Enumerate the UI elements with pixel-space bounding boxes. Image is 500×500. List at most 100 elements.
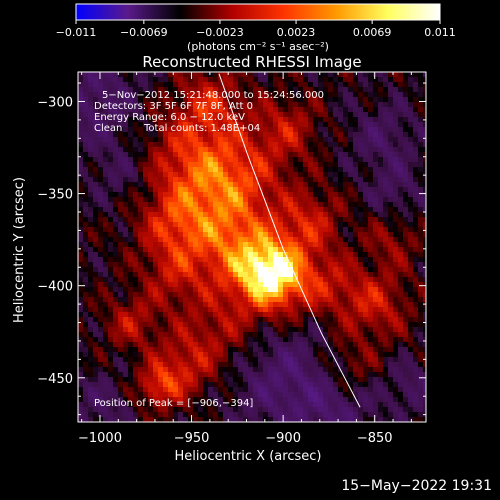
heatmap-cell [168,97,173,102]
heatmap-cell [353,307,358,312]
heatmap-cell [323,237,328,242]
heatmap-cell [143,272,148,277]
heatmap-cell [253,312,258,317]
heatmap-cell [378,237,383,242]
heatmap-cell [218,227,223,232]
heatmap-cell [183,327,188,332]
heatmap-cell [163,87,168,92]
heatmap-cell [133,402,138,407]
heatmap-cell [418,397,423,402]
heatmap-cell [78,307,83,312]
heatmap-cell [248,182,253,187]
heatmap-cell [308,127,313,132]
heatmap-cell [348,202,353,207]
heatmap-cell [408,257,413,262]
heatmap-cell [253,322,258,327]
heatmap-cell [193,367,198,372]
heatmap-cell [358,182,363,187]
heatmap-cell [378,332,383,337]
heatmap-cell [293,362,298,367]
heatmap-cell [113,192,118,197]
heatmap-cell [243,302,248,307]
heatmap-cell [303,72,308,77]
heatmap-cell [353,382,358,387]
heatmap-cell [153,412,158,417]
heatmap-cell [138,202,143,207]
heatmap-cell [258,252,263,257]
heatmap-cell [373,157,378,162]
heatmap-cell [378,387,383,392]
heatmap-cell [123,407,128,412]
heatmap-cell [418,317,423,322]
heatmap-cell [358,212,363,217]
heatmap-cell [348,152,353,157]
heatmap-cell [383,397,388,402]
heatmap-cell [393,332,398,337]
heatmap-cell [188,357,193,362]
heatmap-cell [323,152,328,157]
heatmap-cell [78,137,83,142]
colorbar [75,3,441,21]
heatmap-cell [163,162,168,167]
heatmap-cell [183,407,188,412]
heatmap-cell [148,72,153,77]
heatmap-cell [223,92,228,97]
heatmap-cell [83,147,88,152]
heatmap-cell [223,187,228,192]
heatmap-cell [218,87,223,92]
heatmap-cell [83,112,88,117]
heatmap-cell [288,92,293,97]
heatmap-cell [413,92,418,97]
heatmap-cell [163,72,168,77]
heatmap-cell [203,172,208,177]
heatmap-cell [143,307,148,312]
heatmap-cell [88,372,93,377]
heatmap-cell [418,202,423,207]
heatmap-cell [248,232,253,237]
heatmap-cell [393,177,398,182]
heatmap-cell [113,392,118,397]
heatmap-cell [368,347,373,352]
heatmap-cell [213,372,218,377]
heatmap-cell [318,327,323,332]
heatmap-cell [243,362,248,367]
heatmap-cell [338,82,343,87]
heatmap-cell [268,202,273,207]
heatmap-cell [103,407,108,412]
heatmap-cell [363,417,368,422]
heatmap-cell [418,167,423,172]
heatmap-cell [98,142,103,147]
heatmap-cell [238,287,243,292]
heatmap-cell [213,357,218,362]
heatmap-cell [383,92,388,97]
heatmap-cell [213,147,218,152]
heatmap-cell [178,187,183,192]
heatmap-cell [163,382,168,387]
heatmap-cell [353,152,358,157]
heatmap-cell [308,387,313,392]
heatmap-cell [148,362,153,367]
heatmap-cell [223,227,228,232]
heatmap-cell [258,172,263,177]
heatmap-cell [373,262,378,267]
heatmap-cell [288,242,293,247]
heatmap-cell [268,302,273,307]
heatmap-cell [313,322,318,327]
heatmap-cell [328,362,333,367]
heatmap-cell [403,122,408,127]
heatmap-cell [188,187,193,192]
heatmap-cell [108,117,113,122]
heatmap-cell [288,137,293,142]
heatmap-cell [263,112,268,117]
heatmap-cell [213,107,218,112]
heatmap-cell [223,407,228,412]
heatmap-cell [323,212,328,217]
heatmap-cell [323,97,328,102]
heatmap-cell [128,82,133,87]
heatmap-cell [233,372,238,377]
heatmap-cell [153,72,158,77]
axis-ticks: −1000 −950 −900 −850−300−350−400−450 [37,72,426,446]
heatmap-cell [253,392,258,397]
heatmap-cell [133,112,138,117]
heatmap-cell [233,192,238,197]
